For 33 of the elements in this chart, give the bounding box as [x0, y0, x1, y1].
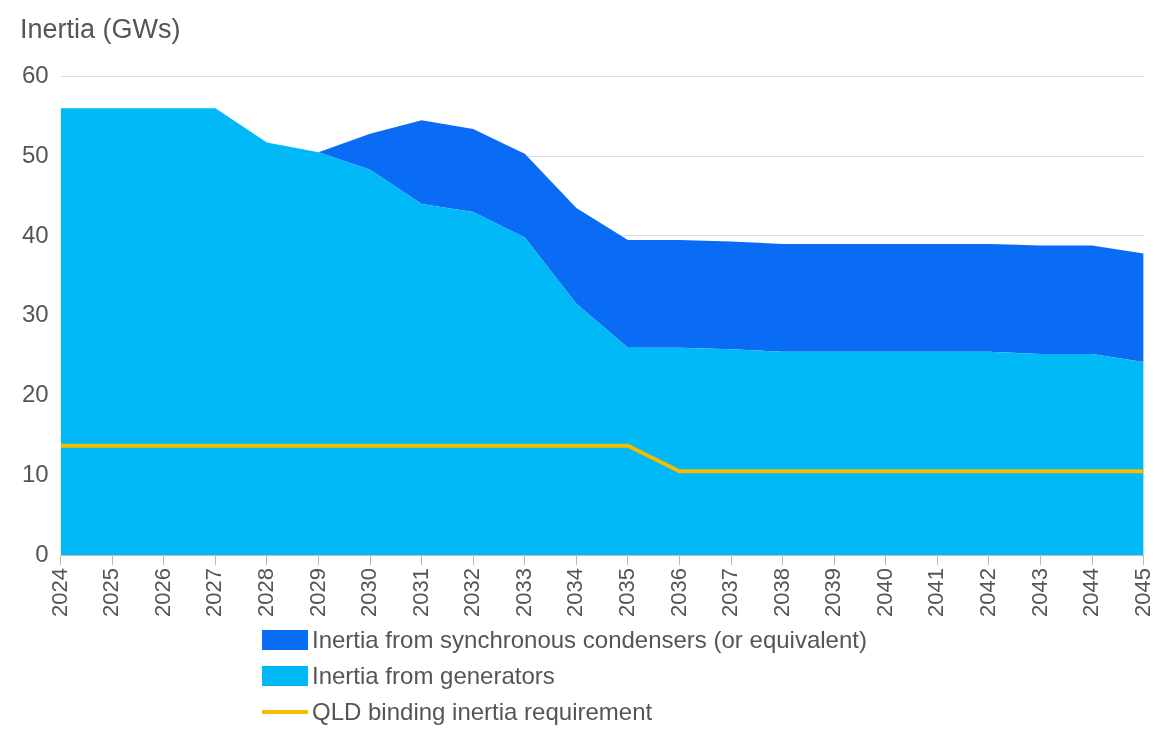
- x-tick-label: 2028: [253, 568, 279, 618]
- x-tick-label: 2037: [717, 568, 743, 618]
- x-tick-label: 2031: [407, 568, 433, 618]
- x-tick-label: 2027: [201, 568, 227, 618]
- y-tick-label: 20: [21, 380, 49, 408]
- y-tick-label: 0: [35, 539, 49, 567]
- y-tick-label: 50: [21, 140, 49, 168]
- x-tick-label: 2036: [665, 568, 691, 618]
- x-tick-label: 2043: [1026, 568, 1052, 618]
- x-tick-label: 2026: [149, 568, 175, 618]
- legend-label: Inertia from synchronous condensers (or equivalent): [312, 625, 867, 655]
- x-tick-label: 2039: [820, 568, 846, 618]
- y-tick-label: 40: [21, 220, 49, 248]
- y-axis-title: Inertia (GWs): [20, 14, 181, 45]
- legend-label: Inertia from generators: [312, 661, 555, 691]
- x-tick-label: 2032: [459, 568, 485, 618]
- x-tick-label: 2042: [974, 568, 1000, 618]
- x-tick-label: 2033: [510, 568, 536, 618]
- y-tick-label: 30: [21, 300, 49, 328]
- y-tick-label: 10: [21, 459, 49, 487]
- x-tick-label: 2025: [98, 568, 124, 618]
- x-tick-label: 2045: [1129, 568, 1155, 618]
- x-tick-label: 2041: [923, 568, 949, 618]
- legend-label: QLD binding inertia requirement: [312, 697, 653, 727]
- x-tick-label: 2034: [562, 568, 588, 618]
- x-tick-label: 2024: [46, 568, 72, 618]
- y-tick-label: 60: [21, 61, 49, 89]
- x-tick-label: 2030: [356, 568, 382, 618]
- x-tick-label: 2040: [871, 568, 897, 618]
- x-tick-label: 2044: [1078, 568, 1104, 618]
- x-tick-label: 2029: [304, 568, 330, 618]
- x-tick-label: 2035: [613, 568, 639, 618]
- x-tick-label: 2038: [768, 568, 794, 618]
